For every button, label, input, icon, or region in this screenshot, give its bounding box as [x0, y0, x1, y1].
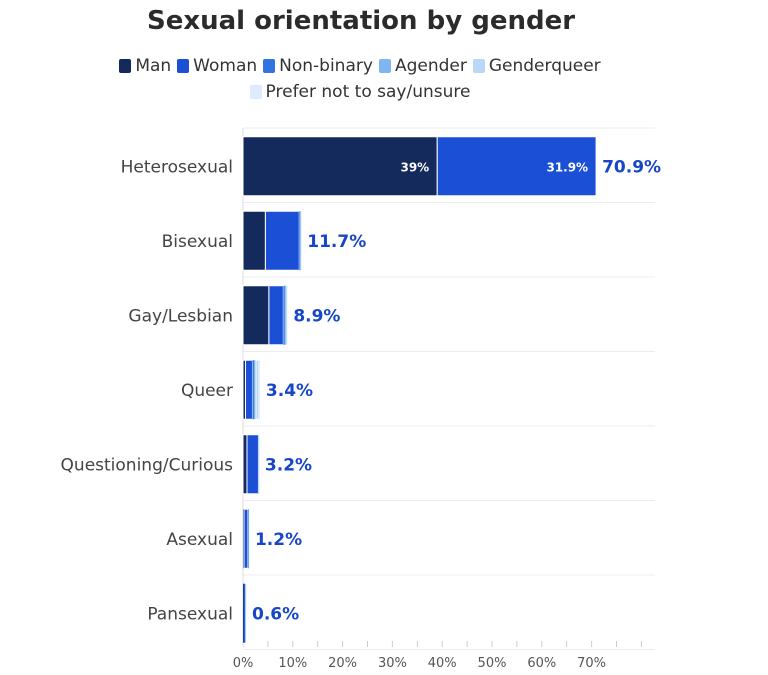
bar-segment — [242, 136, 438, 197]
bar-segment — [286, 285, 288, 345]
legend-item-5[interactable]: Prefer not to say/unsure — [249, 82, 471, 102]
bar-segment — [246, 434, 259, 495]
category-label: Bisexual — [162, 232, 233, 252]
legend-swatch — [378, 59, 391, 73]
bar-segment — [244, 359, 253, 420]
bar-segment — [244, 583, 245, 643]
category-label: Gay/Lesbian — [128, 306, 233, 326]
bar-segment — [242, 434, 248, 495]
data-label: 31.9% — [546, 160, 588, 174]
category-label: Queer — [181, 381, 233, 401]
legend-label: Non-binary — [279, 56, 373, 76]
category-label: Asexual — [166, 530, 233, 550]
bar-segment — [285, 285, 287, 345]
bar-segment — [248, 509, 250, 569]
legend-label: Woman — [193, 56, 258, 76]
total-label: 8.9% — [293, 306, 340, 326]
bar-segment — [243, 583, 245, 643]
x-tick-label: 30% — [378, 656, 407, 671]
bar-segment — [299, 211, 301, 271]
x-tick-label: 0% — [233, 656, 254, 671]
bar-segment — [284, 285, 286, 345]
bar-segment — [258, 434, 260, 494]
bar-segment — [252, 360, 254, 420]
bar-segment — [255, 359, 260, 420]
category-label: Questioning/Curious — [61, 455, 234, 475]
bar-segment — [245, 583, 247, 643]
x-tick-label: 40% — [428, 656, 457, 671]
x-tick-label: 60% — [527, 656, 556, 671]
legend-swatch — [263, 59, 276, 73]
category-label: Pansexual — [147, 604, 233, 624]
x-tick-label: 50% — [478, 656, 507, 671]
category-label: Heterosexual — [121, 157, 233, 177]
bar-segment — [283, 285, 285, 345]
legend-swatch — [177, 59, 190, 73]
x-tick-label: 20% — [328, 656, 357, 671]
bar-segment — [243, 583, 244, 643]
total-label: 70.9% — [602, 157, 661, 177]
legend-item-4[interactable]: Genderqueer — [472, 56, 601, 76]
legend-swatch — [249, 85, 262, 99]
legend-item-3[interactable]: Agender — [378, 56, 467, 76]
bar-segment — [301, 211, 302, 271]
legend-label: Prefer not to say/unsure — [265, 82, 471, 102]
legend-label: Agender — [394, 56, 467, 76]
bar-segment — [300, 211, 301, 271]
bar-segment — [244, 583, 246, 643]
bar-segment — [253, 360, 256, 420]
legend: Man Woman Non-binary Agender Genderqueer Pref… — [100, 56, 620, 102]
bar-segment — [264, 210, 300, 271]
legend-label: Man — [135, 56, 172, 76]
bar-segment — [243, 508, 249, 569]
bar-segment — [268, 285, 284, 346]
total-label: 11.7% — [307, 232, 366, 252]
bar-segment — [242, 285, 270, 346]
total-label: 3.4% — [266, 381, 313, 401]
x-tick-label: 10% — [278, 656, 307, 671]
bar-segment — [258, 360, 260, 420]
total-label: 1.2% — [255, 530, 302, 550]
legend-item-2[interactable]: Non-binary — [263, 56, 373, 76]
bar-segment — [242, 210, 266, 271]
total-label: 0.6% — [252, 604, 299, 624]
chart-title: Sexual orientation by gender — [146, 6, 576, 36]
total-label: 3.2% — [265, 455, 312, 475]
data-label: 39% — [400, 160, 429, 174]
bar-segment — [436, 136, 597, 197]
legend-label: Genderqueer — [488, 56, 601, 76]
legend-swatch — [472, 59, 485, 73]
x-tick-label: 70% — [577, 656, 606, 671]
legend-item-1[interactable]: Woman — [177, 56, 257, 76]
legend-item-0[interactable]: Man — [119, 56, 171, 76]
legend-swatch — [119, 59, 132, 73]
bar-segment — [247, 509, 249, 569]
